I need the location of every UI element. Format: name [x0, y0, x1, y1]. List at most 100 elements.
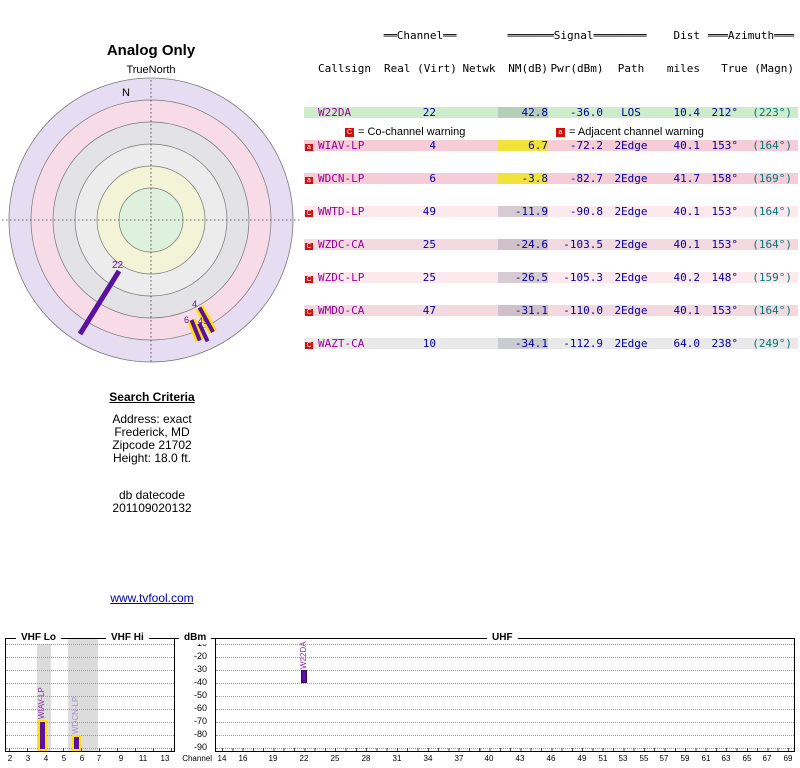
gridline: [6, 709, 174, 710]
channel-tick-label: 53: [618, 754, 628, 763]
gridline: [216, 683, 794, 684]
channel-tick-label: 43: [515, 754, 525, 763]
channel-tick-label: 6: [79, 754, 85, 763]
table-row: a WIAV-LP 4 6.7 -72.2 2Edge 40.1 153° (1…: [304, 140, 798, 151]
y-tick-label: -30: [193, 664, 207, 674]
miles-cell: 10.4: [673, 107, 701, 118]
magn-azimuth-cell: (159°): [752, 272, 792, 283]
signal-bar-w22da: [301, 670, 307, 683]
site-link-wrap: www.tvfool.com: [52, 591, 252, 605]
gridline: [6, 657, 174, 658]
y-tick-label: -50: [193, 690, 207, 700]
channel-tick-label: 2: [7, 754, 13, 763]
north-marker: N: [122, 87, 130, 99]
nm-cell: -26.5: [498, 272, 548, 283]
path-cell: 2Edge: [614, 272, 648, 283]
co-channel-legend-text: = Co-channel warning: [358, 126, 466, 138]
col-header-real-virt: Real (Virt): [384, 63, 457, 74]
channel-tick-label: 49: [577, 754, 587, 763]
gridline: [6, 644, 174, 645]
col-header-path: Path: [617, 63, 645, 74]
bar-label-w22da: W22DA: [299, 641, 308, 669]
channel-ticks: [9, 748, 173, 751]
spectrum-chart: VHF Lo VHF Hi dBm UHF -10 -20 -30 -40 -5…: [0, 620, 800, 768]
channel-axis-label: Channel: [182, 754, 212, 763]
true-azimuth-cell: 153°: [711, 305, 739, 316]
group-header-signal: ═══════Signal════════: [507, 30, 647, 41]
nm-cell: 6.7: [498, 140, 548, 151]
nm-cell: -3.8: [498, 173, 548, 184]
search-criteria-heading: Search Criteria: [109, 390, 195, 404]
channel-tick-label: 61: [701, 754, 711, 763]
channel-tick-label: 28: [361, 754, 371, 763]
channel-tick-label: 25: [330, 754, 340, 763]
pwr-cell: -112.9: [563, 338, 603, 349]
channel-tick-label: 57: [659, 754, 669, 763]
true-azimuth-cell: 158°: [711, 173, 739, 184]
table-column-header-row: Callsign Real (Virt) Netwk NM(dB) Pwr(dB…: [304, 63, 798, 74]
true-azimuth-cell: 148°: [711, 272, 739, 283]
callsign-cell: WAZT-CA: [318, 338, 365, 349]
callsign-cell: WDCN-LP: [318, 173, 365, 184]
miles-cell: 40.2: [673, 272, 701, 283]
gridline: [216, 644, 794, 645]
path-cell: 2Edge: [614, 305, 648, 316]
channel-tick-label: 7: [96, 754, 102, 763]
channel-tick-label: 59: [680, 754, 690, 763]
magn-azimuth-cell: (164°): [752, 140, 792, 151]
col-header-netwk: Netwk: [462, 63, 496, 74]
channel-tick-label: 37: [454, 754, 464, 763]
callsign-cell: WIAV-LP: [318, 140, 365, 151]
real-channel-cell: 25: [422, 239, 436, 250]
signal-bar-wiav: [38, 720, 47, 751]
channel-tick-label: 22: [299, 754, 309, 763]
signal-pointer-4: [197, 306, 215, 333]
true-azimuth-cell: 153°: [711, 239, 739, 250]
nm-cell: -31.1: [498, 305, 548, 316]
channel-tick-label: 9: [118, 754, 124, 763]
pwr-cell: -105.3: [563, 272, 603, 283]
db-datecode-label: db datecode: [118, 488, 186, 502]
search-criteria: Search Criteria Address: exact Frederick…: [52, 390, 252, 515]
pointer-label-49: 49: [198, 316, 208, 326]
band-label-uhf: UHF: [487, 631, 518, 644]
pointer-label-22: 22: [112, 260, 124, 271]
path-cell: 2Edge: [614, 239, 648, 250]
pointer-label-6: 6: [184, 315, 189, 325]
table-group-header-row: ══Channel══ ═══════Signal════════ Dist ═…: [304, 30, 798, 41]
co-channel-legend: C = Co-channel warning: [345, 126, 465, 138]
warning-badge: C: [305, 309, 313, 316]
channel-tick-label: 14: [217, 754, 227, 763]
tvfool-link[interactable]: www.tvfool.com: [110, 591, 194, 605]
bar-label-wiav: WIAV-LP: [37, 687, 46, 719]
magn-azimuth-cell: (223°): [752, 107, 792, 118]
nm-cell: 42.8: [498, 107, 548, 118]
channel-tick-label: 4: [43, 754, 49, 763]
channel-tick-label: 31: [392, 754, 402, 763]
y-tick-label: -60: [193, 703, 207, 713]
channel-tick-label: 55: [639, 754, 649, 763]
pwr-cell: -110.0: [563, 305, 603, 316]
signal-bar-wdcn: [72, 735, 81, 751]
channel-tick-label: 11: [138, 754, 148, 763]
path-cell: 2Edge: [614, 140, 648, 151]
gridline: [6, 722, 174, 723]
callsign-cell: WZDC-LP: [318, 272, 365, 283]
table-row: C WMDO-CA 47 -31.1 -110.0 2Edge 40.1 153…: [304, 305, 798, 316]
pwr-cell: -82.7: [569, 173, 603, 184]
adjacent-channel-legend: a = Adjacent channel warning: [556, 126, 704, 138]
gridline: [6, 683, 174, 684]
signal-pointer-49: [197, 322, 210, 343]
signal-pointer-22: [77, 269, 122, 336]
real-channel-cell: 22: [422, 107, 436, 118]
channel-tick-label: 13: [160, 754, 170, 763]
magn-azimuth-cell: (169°): [752, 173, 792, 184]
channel-tick-label: 51: [598, 754, 608, 763]
callsign-cell: WZDC-CA: [318, 239, 365, 250]
true-azimuth-cell: 238°: [711, 338, 739, 349]
channel-tick-label: 65: [742, 754, 752, 763]
col-header-true-magn: True (Magn): [721, 63, 794, 74]
miles-cell: 41.7: [673, 173, 701, 184]
nm-cell: -24.6: [498, 239, 548, 250]
real-channel-cell: 25: [422, 272, 436, 283]
